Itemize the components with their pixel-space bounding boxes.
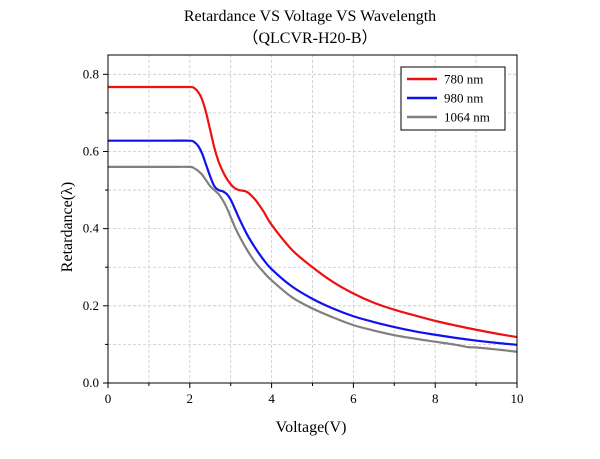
axis-ticks — [103, 73, 518, 388]
y-tick-labels: 0.0 0.2 0.4 0.6 0.8 — [83, 66, 100, 390]
x-tick-label: 8 — [432, 391, 439, 406]
legend-label: 1064 nm — [444, 110, 490, 125]
x-tick-label: 4 — [268, 391, 275, 406]
x-tick-label: 10 — [511, 391, 524, 406]
x-tick-label: 2 — [187, 391, 194, 406]
x-tick-label: 6 — [350, 391, 357, 406]
chart-subtitle: （QLCVR-H20-B） — [242, 29, 377, 47]
x-axis-label: Voltage(V) — [276, 419, 347, 436]
series-line-1 — [108, 139, 518, 346]
y-tick-label: 0.2 — [83, 298, 99, 313]
y-tick-label: 0.6 — [83, 143, 100, 158]
chart-title: Retardance VS Voltage VS Wavelength — [184, 8, 436, 25]
legend-label: 980 nm — [444, 91, 483, 106]
series-line-2 — [108, 165, 518, 353]
series-line-0 — [108, 85, 518, 339]
y-tick-label: 0.0 — [83, 375, 99, 390]
legend: 780 nm 980 nm 1064 nm — [400, 66, 506, 131]
x-tick-labels: 0 2 4 6 8 10 — [105, 391, 524, 406]
y-axis-label: Retardance(λ) — [59, 182, 76, 272]
y-tick-label: 0.8 — [83, 66, 99, 81]
y-tick-label: 0.4 — [83, 221, 100, 236]
series-layer — [108, 85, 518, 353]
legend-label: 780 nm — [444, 72, 483, 87]
x-tick-label: 0 — [105, 391, 112, 406]
